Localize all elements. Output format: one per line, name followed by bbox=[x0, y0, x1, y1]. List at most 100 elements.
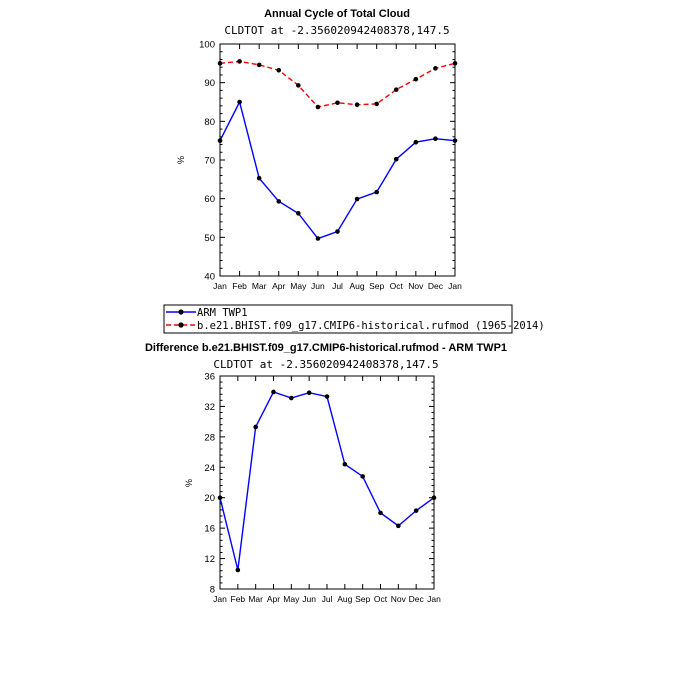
top-ytick-label: 60 bbox=[204, 194, 215, 205]
top-series-0-point bbox=[256, 175, 262, 181]
top-series-1-point bbox=[335, 100, 340, 106]
top-series-0-point bbox=[296, 211, 301, 216]
bottom-xtick-label: May bbox=[283, 594, 300, 604]
bottom-xtick-label: Sep bbox=[355, 594, 370, 604]
chart-top-plot-frame bbox=[219, 43, 456, 277]
top-ytick-label: 40 bbox=[204, 272, 215, 283]
bottom-series-0-point bbox=[306, 390, 312, 396]
top-xtick-label: Jun bbox=[311, 281, 325, 291]
bottom-ytick-label: 20 bbox=[204, 493, 215, 504]
bottom-ytick-label: 32 bbox=[204, 402, 215, 413]
bottom-series-0-point bbox=[253, 424, 258, 430]
bottom-series-0-point bbox=[360, 474, 365, 479]
bottom-series-0-line bbox=[219, 391, 435, 571]
top-xtick-label: Jul bbox=[332, 281, 343, 291]
top-xtick-label: Oct bbox=[390, 281, 404, 291]
bottom-xtick-label: Dec bbox=[409, 594, 425, 604]
top-series-0-point bbox=[354, 196, 360, 202]
top-xtick-label: Dec bbox=[428, 281, 444, 291]
bottom-series-0-point bbox=[431, 495, 437, 501]
bottom-ytick-label: 28 bbox=[204, 432, 215, 443]
top-series-1-point bbox=[217, 61, 223, 66]
legend-label-model: b.e21.BHIST.f09_g17.CMIP6-historical.ruf… bbox=[197, 320, 545, 332]
top-ytick-label: 80 bbox=[204, 117, 215, 128]
legend: ARM TWP1 b.e21.BHIST.f09_g17.CMIP6-histo… bbox=[163, 304, 545, 334]
top-xtick-label: May bbox=[290, 281, 307, 291]
bottom-xtick-label: Mar bbox=[248, 594, 263, 604]
bottom-series-0-point bbox=[396, 523, 401, 529]
legend-marker-arm bbox=[178, 309, 184, 315]
bottom-xtick-label: Jan bbox=[213, 594, 227, 604]
legend-marker-model bbox=[178, 322, 184, 328]
bottom-xtick-label: Jul bbox=[322, 594, 333, 604]
top-ytick-label: 100 bbox=[199, 40, 215, 51]
top-series-1-line bbox=[219, 60, 456, 108]
bottom-series-0-point bbox=[378, 510, 383, 516]
bottom-xtick-label: Jun bbox=[302, 594, 316, 604]
top-series-0-point bbox=[433, 136, 438, 142]
top-xtick-label: Mar bbox=[252, 281, 267, 291]
bottom-xtick-label: Feb bbox=[231, 594, 246, 604]
top-series-0-point bbox=[452, 138, 458, 143]
top-series-1-point bbox=[276, 67, 282, 73]
chart-top-series bbox=[217, 59, 458, 241]
bottom-ytick-label: 16 bbox=[204, 524, 215, 535]
top-xtick-label: Jan bbox=[213, 281, 227, 291]
top-series-1-point bbox=[413, 76, 419, 82]
bottom-series-0-point bbox=[342, 461, 348, 467]
legend-label-arm: ARM TWP1 bbox=[197, 307, 248, 319]
bottom-xtick-label: Aug bbox=[337, 594, 352, 604]
bottom-series-0-point bbox=[217, 495, 223, 501]
chart-top-title: Annual Cycle of Total Cloud bbox=[264, 8, 410, 20]
bottom-series-0-point bbox=[289, 395, 294, 401]
top-series-0-point bbox=[374, 189, 379, 195]
top-xtick-label: Apr bbox=[272, 281, 285, 291]
bottom-xtick-label: Nov bbox=[391, 594, 407, 604]
top-series-1-point bbox=[393, 87, 399, 92]
chart-bottom-ylabel: % bbox=[184, 479, 194, 487]
top-series-0-point bbox=[237, 99, 242, 105]
bottom-ytick-label: 12 bbox=[204, 554, 215, 565]
bottom-ytick-label: 8 bbox=[210, 585, 215, 596]
bottom-xtick-label: Oct bbox=[374, 594, 388, 604]
top-series-1-point bbox=[354, 102, 360, 108]
top-xtick-label: Nov bbox=[408, 281, 424, 291]
chart-top-subtitle: CLDTOT at -2.356020942408378,147.5 bbox=[224, 24, 449, 37]
top-xtick-label: Jan bbox=[448, 281, 462, 291]
legend-box bbox=[163, 304, 513, 334]
top-ytick-label: 50 bbox=[204, 233, 215, 244]
top-series-1-point bbox=[452, 61, 458, 66]
top-series-0-point bbox=[315, 236, 321, 241]
top-xtick-label: Aug bbox=[350, 281, 365, 291]
bottom-xtick-label: Jan bbox=[427, 594, 441, 604]
top-series-0-point bbox=[276, 199, 282, 204]
chart-bottom: Difference b.e21.BHIST.f09_g17.CMIP6-his… bbox=[145, 342, 507, 604]
top-series-0-point bbox=[335, 229, 340, 234]
chart-bottom-plot-frame bbox=[219, 375, 435, 590]
bottom-series-0-point bbox=[413, 508, 419, 513]
bottom-ytick-label: 36 bbox=[204, 372, 215, 383]
bottom-series-0-point bbox=[324, 394, 330, 399]
top-series-1-point bbox=[433, 66, 438, 71]
chart-top-ticks: 40 50 60 70 80 90 100 Jan Feb Mar Apr May Jun Jul Aug S… bbox=[199, 40, 462, 292]
bottom-ytick-label: 24 bbox=[204, 463, 215, 474]
chart-bottom-ticks: 8 12 16 20 24 28 32 36 Jan Feb Mar Apr May Jun Jul Aug S… bbox=[204, 372, 441, 605]
top-series-0-point bbox=[413, 139, 419, 145]
top-series-0-point bbox=[393, 156, 399, 162]
top-ytick-label: 70 bbox=[204, 156, 215, 167]
chart-top: Annual Cycle of Total Cloud CLDTOT at -2… bbox=[176, 8, 462, 291]
bottom-series-0-point bbox=[271, 389, 276, 395]
top-series-1-point bbox=[374, 101, 379, 107]
top-xtick-label: Sep bbox=[369, 281, 384, 291]
top-series-1-point bbox=[315, 104, 321, 110]
top-series-1-point bbox=[296, 83, 301, 88]
chart-top-ylabel: % bbox=[176, 156, 186, 164]
bottom-xtick-label: Apr bbox=[267, 594, 280, 604]
top-ytick-label: 90 bbox=[204, 78, 215, 89]
chart-bottom-subtitle: CLDTOT at -2.356020942408378,147.5 bbox=[213, 358, 438, 371]
bottom-series-0-point bbox=[235, 567, 241, 573]
chart-bottom-title: Difference b.e21.BHIST.f09_g17.CMIP6-his… bbox=[145, 342, 507, 354]
top-series-1-point bbox=[256, 62, 262, 68]
top-series-0-line bbox=[219, 100, 456, 240]
